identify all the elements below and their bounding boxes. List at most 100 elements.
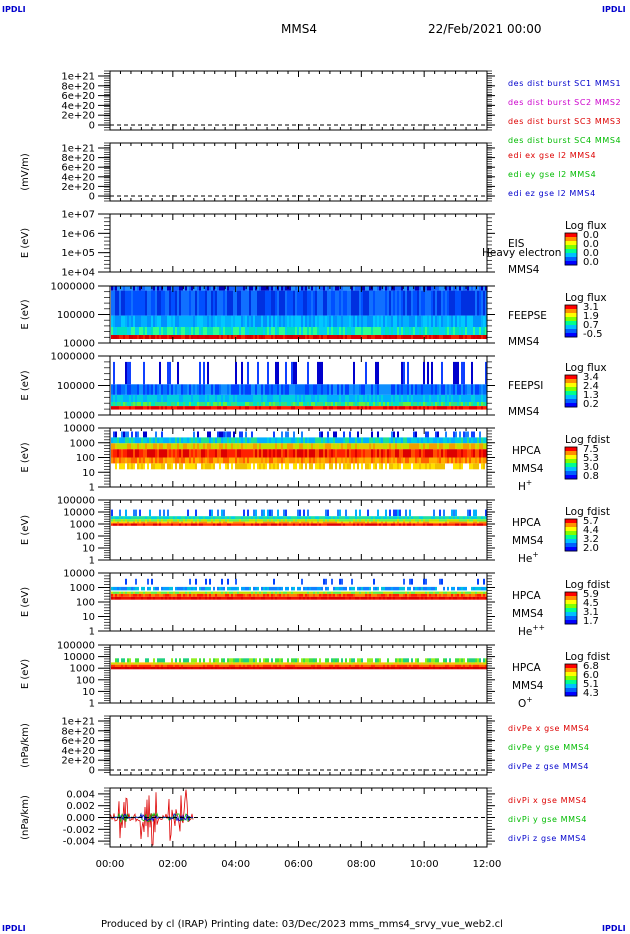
heatmap-cell — [171, 443, 173, 450]
heatmap-cell — [197, 286, 199, 291]
heatmap-cell — [207, 516, 209, 520]
heatmap-cell — [259, 523, 261, 526]
heatmap-cell — [135, 431, 137, 438]
heatmap-cell — [307, 394, 309, 402]
heatmap-cell — [259, 457, 261, 464]
heatmap-cell — [235, 443, 237, 450]
heatmap-cell — [119, 335, 121, 339]
heatmap-cell — [377, 327, 379, 335]
heatmap-cell — [363, 315, 365, 327]
heatmap-cell — [251, 327, 253, 335]
heatmap-cell — [385, 327, 387, 335]
heatmap-cell — [291, 315, 293, 327]
heatmap-cell — [189, 286, 191, 291]
heatmap-cell — [215, 457, 217, 464]
heatmap-cell — [185, 523, 187, 526]
heatmap-cell — [235, 457, 237, 464]
heatmap-cell — [339, 394, 341, 402]
heatmap-cell — [443, 586, 445, 591]
heatmap-cell — [485, 384, 487, 395]
colorbar-segment — [565, 233, 577, 238]
heatmap-cell — [241, 335, 243, 339]
heatmap-cell — [139, 516, 141, 520]
heatmap-cell — [165, 523, 167, 526]
heatmap-cell — [119, 449, 121, 458]
heatmap-cell — [255, 437, 257, 444]
heatmap-cell — [327, 593, 329, 597]
heatmap-cell — [475, 402, 477, 407]
heatmap-cell — [251, 593, 253, 597]
heatmap-cell — [387, 384, 389, 395]
heatmap-cell — [191, 516, 193, 520]
heatmap-cell — [221, 521, 223, 524]
heatmap-cell — [195, 578, 197, 585]
heatmap-cell — [339, 578, 341, 585]
heatmap-cell — [429, 591, 431, 594]
heatmap-cell — [337, 591, 339, 594]
heatmap-cell — [407, 586, 409, 591]
colorbar-tick-label: 3.0 — [583, 462, 599, 473]
heatmap-cell — [345, 463, 347, 470]
heatmap-cell — [311, 586, 313, 591]
heatmap-cell — [173, 335, 175, 339]
heatmap-cell — [177, 335, 179, 339]
heatmap-cell — [131, 586, 133, 591]
heatmap-cell — [451, 509, 453, 517]
heatmap-cell — [241, 327, 243, 335]
heatmap-cell — [393, 519, 395, 522]
heatmap-cell — [217, 519, 219, 522]
heatmap-cell — [219, 521, 221, 524]
heatmap-cell — [421, 384, 423, 395]
heatmap-cell — [267, 406, 269, 410]
heatmap-cell — [141, 384, 143, 395]
heatmap-cell — [307, 457, 309, 464]
heatmap-cell — [173, 327, 175, 335]
heatmap-cell — [231, 286, 233, 291]
heatmap-cell — [355, 509, 357, 517]
heatmap-cell — [159, 521, 161, 524]
heatmap-cell — [471, 523, 473, 526]
heatmap-cell — [155, 290, 157, 316]
heatmap-cell — [337, 384, 339, 395]
heatmap-cell — [203, 402, 205, 407]
instrument-label: FEEPSE — [508, 310, 547, 322]
panel-frame — [109, 70, 488, 131]
heatmap-cell — [415, 457, 417, 464]
colorbar-tick-label: 7.5 — [583, 444, 599, 455]
heatmap-cell — [247, 523, 249, 526]
heatmap-cell — [121, 463, 123, 470]
heatmap-cell — [481, 449, 483, 458]
heatmap-cell — [189, 593, 191, 597]
heatmap-cell — [197, 402, 199, 407]
heatmap-cell — [275, 406, 277, 410]
heatmap-cell — [247, 327, 249, 335]
heatmap-cell — [121, 384, 123, 395]
heatmap-cell — [451, 443, 453, 450]
heatmap-cell — [293, 591, 295, 594]
heatmap-cell — [205, 521, 207, 524]
heatmap-cell — [175, 394, 177, 402]
heatmap-cell — [345, 402, 347, 407]
heatmap-cell — [189, 516, 191, 520]
heatmap-cell — [399, 402, 401, 407]
heatmap-cell — [393, 315, 395, 327]
heatmap-cell — [453, 315, 455, 327]
heatmap-cell — [139, 290, 141, 316]
heatmap-cell — [423, 402, 425, 407]
heatmap-cell — [191, 521, 193, 524]
heatmap-cell — [289, 327, 291, 335]
heatmap-cell — [367, 335, 369, 339]
heatmap-cell — [263, 591, 265, 594]
heatmap-cell — [465, 443, 467, 450]
heatmap-cell — [417, 463, 419, 470]
heatmap-cell — [483, 591, 485, 594]
heatmap-cell — [405, 402, 407, 407]
heatmap-cell — [125, 315, 127, 327]
heatmap-cell — [279, 516, 281, 520]
heatmap-cell — [419, 437, 421, 444]
heatmap-cell — [173, 523, 175, 526]
heatmap-cell — [335, 449, 337, 458]
heatmap-cell — [241, 586, 243, 591]
heatmap-cell — [231, 519, 233, 522]
heatmap-cell — [469, 463, 471, 470]
